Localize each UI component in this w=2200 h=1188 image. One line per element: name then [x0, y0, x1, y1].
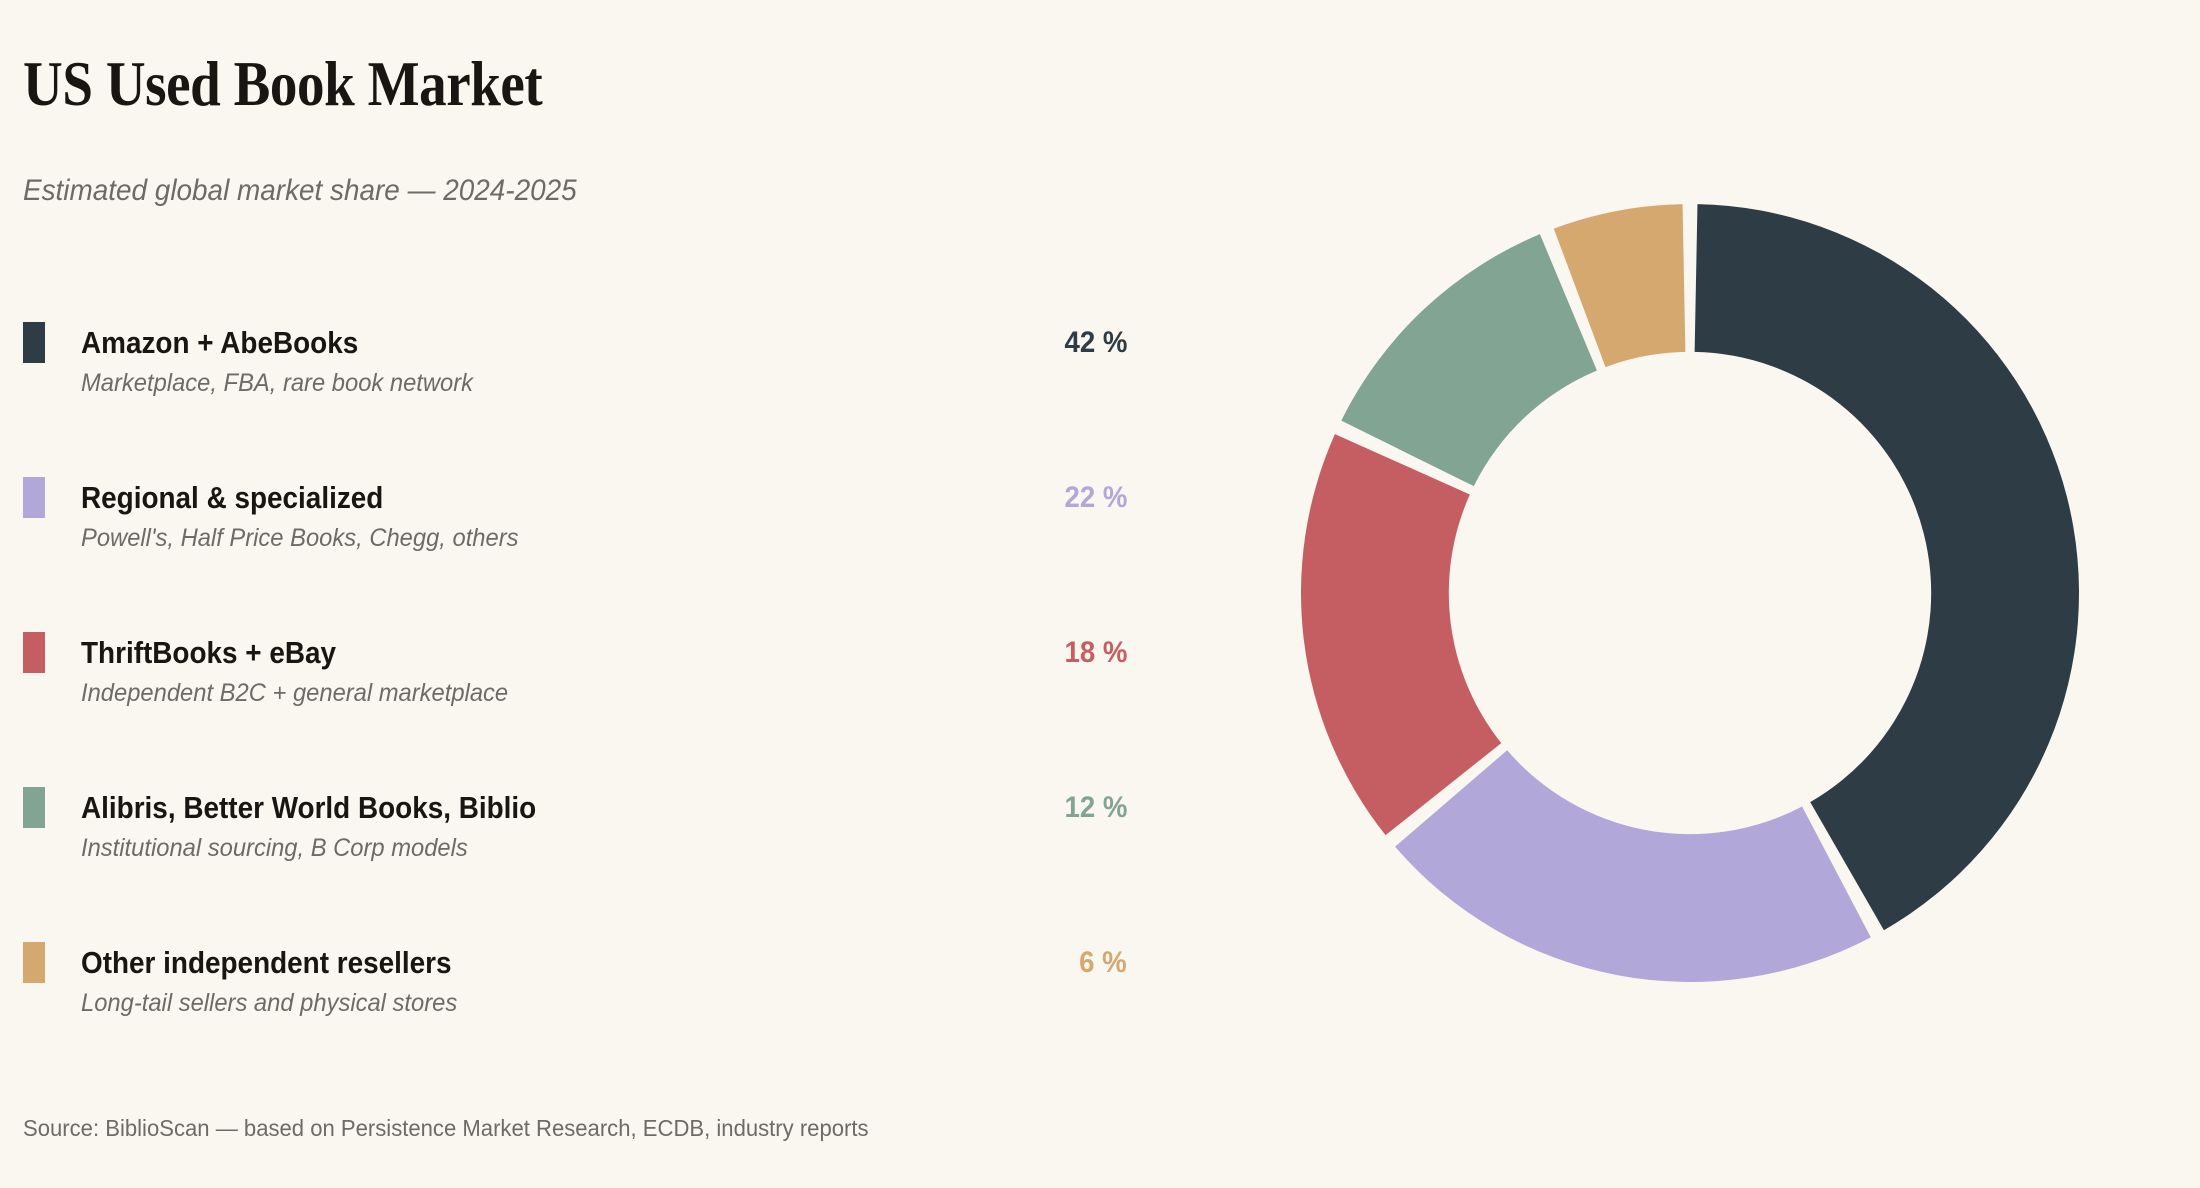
legend-percent-value: 42 % — [1064, 326, 1127, 359]
legend-row[interactable]: ThriftBooks + eBay 18 % Independent B2C + … — [23, 616, 1127, 771]
legend-color-swatch — [23, 942, 45, 983]
legend-percent-value: 22 % — [1064, 481, 1127, 514]
legend-label: Other independent resellers — [81, 945, 452, 980]
legend-row-header: Amazon + AbeBooks 42 % — [81, 322, 1127, 363]
legend-row-header: Alibris, Better World Books, Biblio 12 % — [81, 787, 1127, 828]
legend-row-header: Other independent resellers 6 % — [81, 942, 1127, 983]
legend-color-swatch — [23, 787, 45, 828]
donut-slice[interactable] — [1694, 204, 2079, 931]
legend-description: Marketplace, FBA, rare book network — [81, 369, 474, 397]
legend-percent-value: 18 % — [1064, 636, 1127, 669]
donut-chart-svg — [1301, 204, 2079, 982]
legend-percent-value: 12 % — [1064, 791, 1127, 824]
page-subtitle: Estimated global market share — 2024-202… — [23, 174, 577, 207]
legend-color-swatch — [23, 322, 45, 363]
legend-row[interactable]: Alibris, Better World Books, Biblio 12 % I… — [23, 771, 1127, 926]
legend-row[interactable]: Other independent resellers 6 % Long-tail … — [23, 926, 1127, 1081]
page-title: US Used Book Market — [23, 48, 543, 119]
legend-row-header: ThriftBooks + eBay 18 % — [81, 632, 1127, 673]
legend-label: ThriftBooks + eBay — [81, 635, 337, 670]
legend-percent-value: 6 % — [1079, 946, 1127, 979]
legend-description: Powell's, Half Price Books, Chegg, other… — [81, 524, 519, 552]
donut-chart — [1295, 198, 2085, 988]
legend-description: Long-tail sellers and physical stores — [81, 989, 458, 1017]
legend-color-swatch — [23, 477, 45, 518]
chart-legend: Amazon + AbeBooks 42 % Marketplace, FBA, r… — [23, 306, 1127, 1081]
left-column: US Used Book Market Estimated global mar… — [23, 0, 1183, 1188]
legend-row[interactable]: Regional & specialized 22 % Powell's, Half… — [23, 461, 1127, 616]
legend-label: Amazon + AbeBooks — [81, 325, 359, 360]
source-note: Source: BiblioScan — based on Persistenc… — [23, 1115, 869, 1141]
legend-description: Institutional sourcing, B Corp models — [81, 834, 468, 862]
legend-color-swatch — [23, 632, 45, 673]
donut-slice[interactable] — [1301, 434, 1502, 836]
donut-slice[interactable] — [1553, 204, 1686, 368]
legend-row-header: Regional & specialized 22 % — [81, 477, 1127, 518]
donut-slice[interactable] — [1341, 234, 1597, 487]
legend-description: Independent B2C + general marketplace — [81, 679, 509, 707]
legend-row[interactable]: Amazon + AbeBooks 42 % Marketplace, FBA, r… — [23, 306, 1127, 461]
donut-slice[interactable] — [1395, 750, 1871, 982]
legend-label: Alibris, Better World Books, Biblio — [81, 790, 537, 825]
legend-label: Regional & specialized — [81, 480, 384, 515]
